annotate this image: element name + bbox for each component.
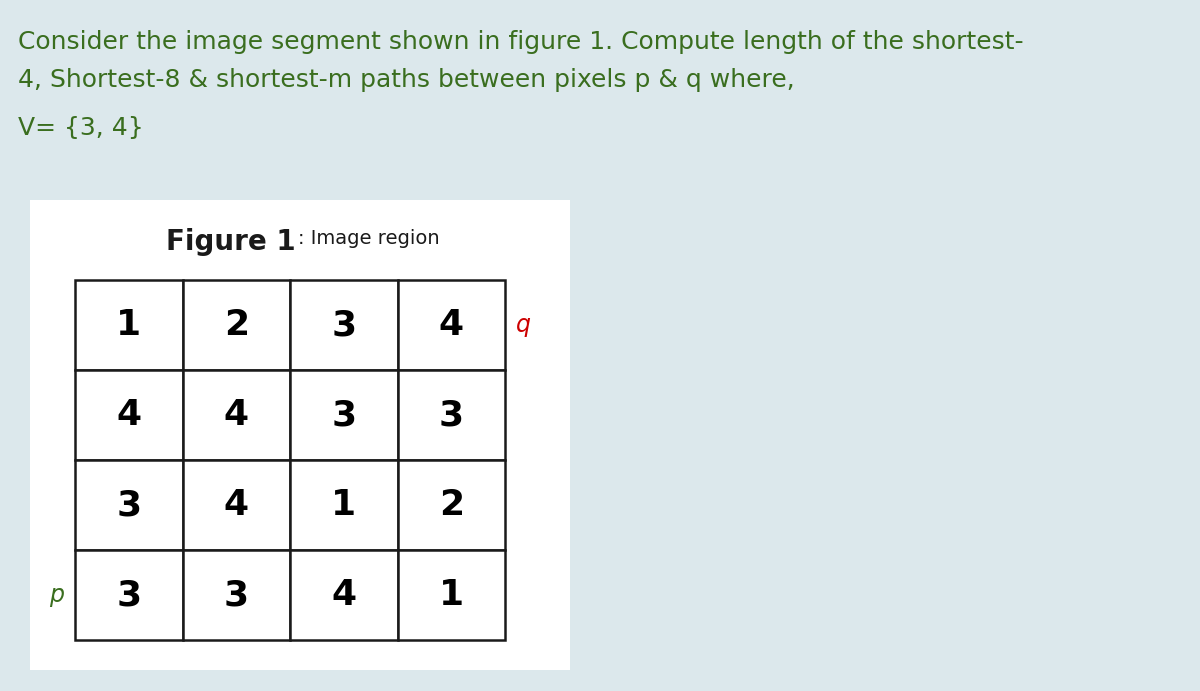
Bar xyxy=(290,460,397,550)
Text: 4: 4 xyxy=(116,398,142,432)
Text: 3: 3 xyxy=(116,578,142,612)
Bar xyxy=(182,280,290,370)
Text: 4: 4 xyxy=(331,578,356,612)
Text: 2: 2 xyxy=(439,488,464,522)
Bar xyxy=(290,370,397,460)
Bar xyxy=(182,370,290,460)
Bar xyxy=(74,370,182,460)
Bar xyxy=(74,460,182,550)
Bar xyxy=(182,460,290,550)
Text: 2: 2 xyxy=(223,308,248,342)
Text: q: q xyxy=(516,313,530,337)
Text: V= {3, 4}: V= {3, 4} xyxy=(18,116,144,140)
Bar xyxy=(397,460,505,550)
Text: 3: 3 xyxy=(439,398,464,432)
Bar xyxy=(397,370,505,460)
Text: 4: 4 xyxy=(223,398,248,432)
Text: Figure 1: Figure 1 xyxy=(167,228,296,256)
Text: 3: 3 xyxy=(331,308,356,342)
Text: 1: 1 xyxy=(116,308,142,342)
Text: 3: 3 xyxy=(116,488,142,522)
Text: 3: 3 xyxy=(223,578,248,612)
Text: 1: 1 xyxy=(439,578,464,612)
Text: : Image region: : Image region xyxy=(298,229,439,248)
Bar xyxy=(74,280,182,370)
Bar xyxy=(30,200,570,670)
Text: 1: 1 xyxy=(331,488,356,522)
Bar xyxy=(397,280,505,370)
Bar xyxy=(182,550,290,640)
Text: 4: 4 xyxy=(223,488,248,522)
Bar xyxy=(397,550,505,640)
Bar xyxy=(290,280,397,370)
Text: Consider the image segment shown in figure 1. Compute length of the shortest-: Consider the image segment shown in figu… xyxy=(18,30,1024,54)
Bar xyxy=(290,550,397,640)
Text: 3: 3 xyxy=(331,398,356,432)
Text: 4: 4 xyxy=(439,308,464,342)
Bar xyxy=(74,550,182,640)
Text: 4, Shortest-8 & shortest-m paths between pixels p & q where,: 4, Shortest-8 & shortest-m paths between… xyxy=(18,68,794,92)
Text: p: p xyxy=(49,583,65,607)
